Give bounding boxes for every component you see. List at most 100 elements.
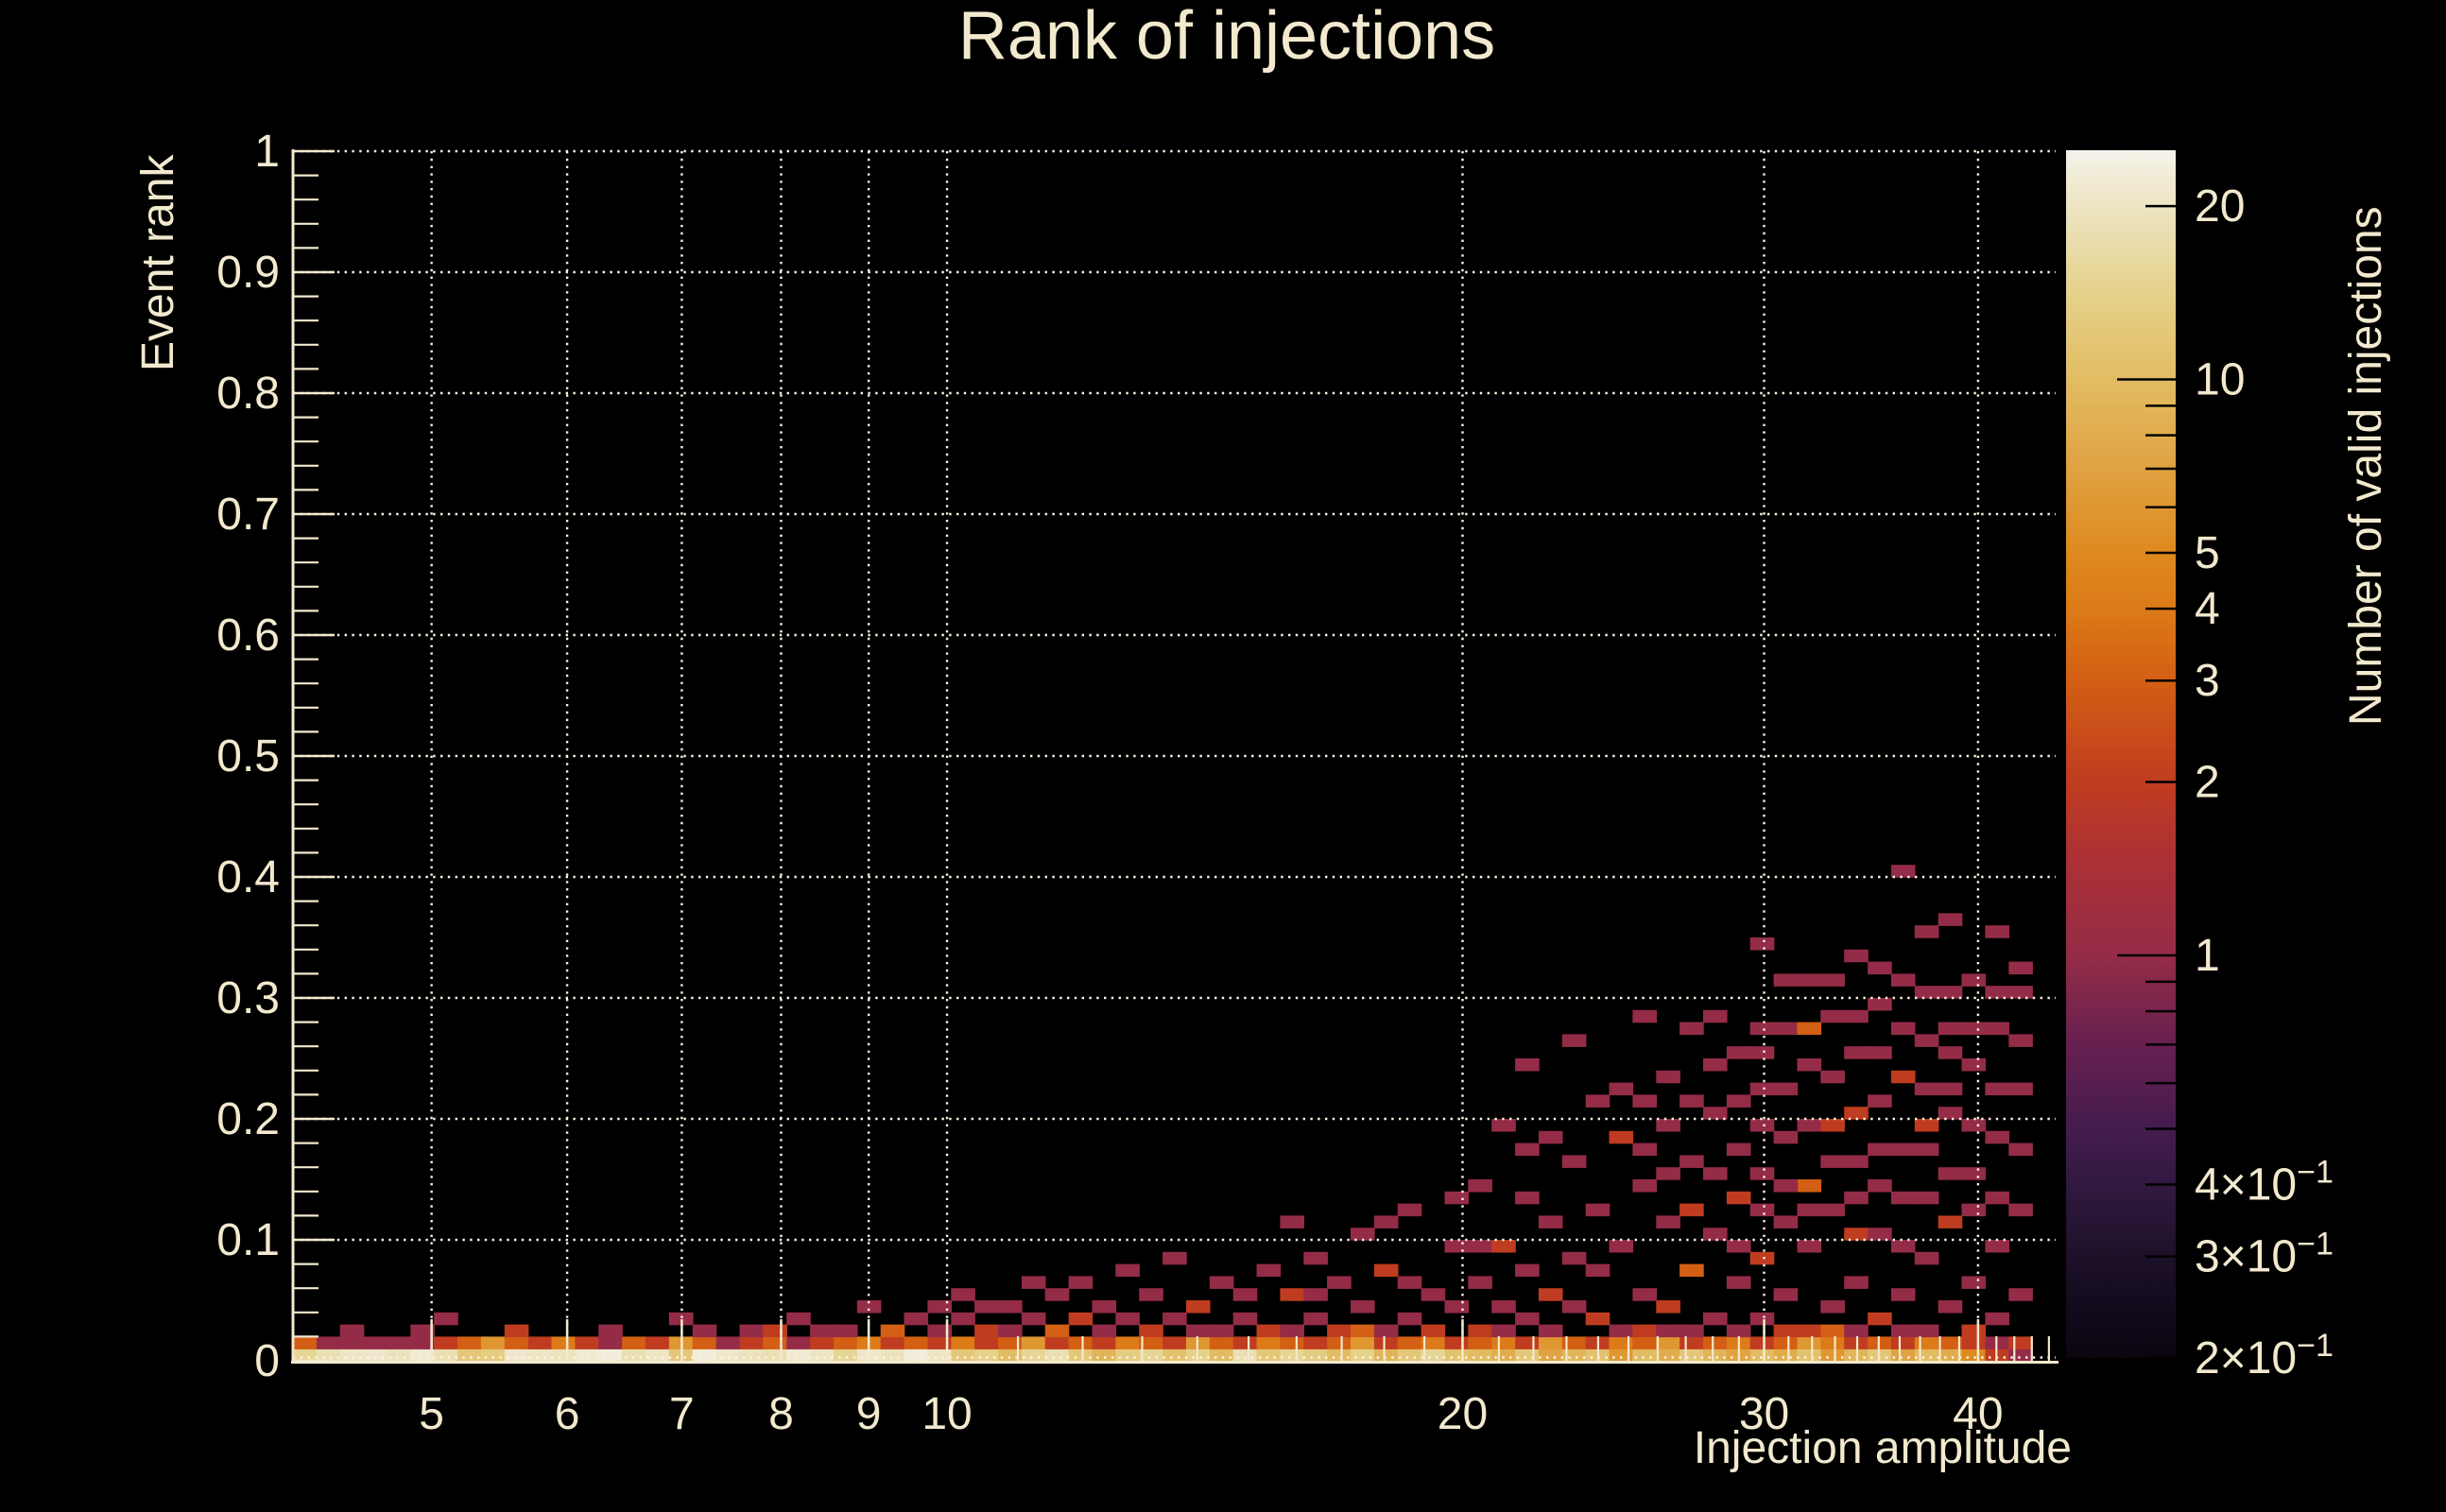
- y-tick-labels: 0 0.1 0.2 0.3 0.4 0.5 0.6 0.7 0.8 0.9 1: [216, 127, 280, 1386]
- heatmap-cell: [1421, 1349, 1446, 1362]
- colorbar-tick-label: 20: [2195, 181, 2245, 232]
- heatmap-cell: [1773, 1215, 1799, 1228]
- heatmap-cell: [1115, 1312, 1140, 1326]
- heatmap-cell: [739, 1349, 765, 1362]
- heatmap-cell: [1609, 1130, 1634, 1144]
- y-tick-label: 0.6: [216, 610, 280, 661]
- heatmap-cell: [1115, 1336, 1140, 1349]
- heatmap-cell: [692, 1336, 717, 1349]
- heatmap-cell: [1749, 1082, 1775, 1096]
- heatmap-cell: [339, 1336, 365, 1349]
- heatmap-cell: [1303, 1251, 1328, 1265]
- x-tick-label: 10: [922, 1389, 972, 1439]
- heatmap-cell: [1444, 1191, 1470, 1205]
- heatmap-cell: [1890, 865, 1916, 878]
- heatmap-cell: [1961, 1324, 1987, 1338]
- heatmap-cell: [363, 1336, 388, 1349]
- heatmap-cell: [1797, 1336, 1822, 1349]
- heatmap-cell: [1961, 1349, 1987, 1362]
- heatmap-cell: [1373, 1263, 1399, 1278]
- heatmap-cell: [1773, 1022, 1799, 1036]
- heatmap-cell: [1632, 1349, 1657, 1362]
- heatmap-cell: [786, 1312, 811, 1326]
- heatmap-cell: [410, 1336, 435, 1349]
- heatmap-cell: [1797, 1058, 1822, 1072]
- heatmap-cell: [622, 1336, 646, 1349]
- heatmap-cell: [1609, 1349, 1634, 1362]
- x-axis-title: Injection amplitude: [1694, 1423, 2072, 1473]
- heatmap-cell: [527, 1336, 553, 1349]
- y-tick-label: 0.1: [216, 1215, 280, 1265]
- heatmap-cell: [1749, 1349, 1775, 1362]
- heatmap-cell: [763, 1336, 787, 1349]
- heatmap-cell: [504, 1349, 529, 1362]
- heatmap-cell: [1679, 1336, 1704, 1349]
- heatmap-cell: [504, 1336, 529, 1349]
- heatmap-cell: [1961, 1276, 1987, 1289]
- heatmap-cell: [1679, 1022, 1704, 1036]
- heatmap-cell: [293, 1349, 318, 1362]
- gridlines-layer: [293, 149, 2056, 1361]
- heatmap-cell: [1468, 1336, 1492, 1349]
- heatmap-cell: [1163, 1312, 1187, 1326]
- y-tick-label: 0.2: [216, 1094, 280, 1144]
- heatmap-cell: [1068, 1336, 1094, 1349]
- heatmap-cell: [786, 1349, 811, 1362]
- heatmap-cell: [1632, 1288, 1657, 1301]
- heatmap-cell: [1139, 1336, 1163, 1349]
- heatmap-cell: [1797, 1203, 1822, 1217]
- heatmap-cell: [1021, 1349, 1046, 1362]
- heatmap-cell: [1938, 913, 1963, 926]
- heatmap-cell: [1515, 1143, 1540, 1157]
- heatmap-cell: [1139, 1288, 1163, 1301]
- heatmap-cell: [1373, 1324, 1399, 1338]
- heatmap-cell: [1656, 1300, 1680, 1314]
- y-axis-title: Event rank: [133, 154, 183, 371]
- heatmap-cell: [927, 1336, 952, 1349]
- heatmap-cell: [1232, 1312, 1258, 1326]
- heatmap-cell: [1890, 1336, 1916, 1349]
- x-tick-label: 30: [1739, 1389, 1789, 1439]
- heatmap-cell: [1609, 1324, 1634, 1338]
- heatmap-cell: [410, 1324, 435, 1338]
- y-tick-label: 0.9: [216, 248, 280, 298]
- heatmap-cell: [1632, 1179, 1657, 1193]
- heatmap-cell: [786, 1336, 811, 1349]
- heatmap-cell: [1185, 1300, 1211, 1314]
- heatmap-cell: [1749, 1251, 1775, 1265]
- heatmap-cell: [504, 1324, 529, 1338]
- heatmap-cell: [1914, 1349, 1939, 1362]
- heatmap-cell: [527, 1349, 553, 1362]
- heatmap-cell: [316, 1336, 341, 1349]
- colorbar-tick-label: 1: [2195, 931, 2220, 981]
- heatmap-cell: [1749, 1312, 1775, 1326]
- heatmap-cell: [2008, 961, 2033, 975]
- heatmap-cell: [1844, 1324, 1869, 1338]
- heatmap-cell: [1256, 1324, 1282, 1338]
- heatmap-cell: [1515, 1058, 1540, 1072]
- heatmap-cell: [1491, 1119, 1516, 1132]
- heatmap-cell: [1868, 1312, 1892, 1326]
- heatmap-cell: [1280, 1324, 1304, 1338]
- heatmap-cell: [1491, 1240, 1516, 1253]
- heatmap-cell: [739, 1324, 765, 1338]
- heatmap-cell: [1632, 1324, 1657, 1338]
- heatmap-cell: [974, 1324, 999, 1338]
- x-tick-label: 20: [1438, 1389, 1488, 1439]
- heatmap-cell: [1820, 1324, 1845, 1338]
- colorbar-tick-label: 10: [2195, 355, 2245, 405]
- heatmap-cell: [1585, 1203, 1611, 1217]
- heatmap-cell: [1021, 1336, 1046, 1349]
- heatmap-cell: [1703, 1058, 1728, 1072]
- heatmap-cell: [1256, 1336, 1282, 1349]
- heatmap-cell: [880, 1336, 905, 1349]
- heatmap-cell: [1515, 1312, 1540, 1326]
- heatmap-cell: [810, 1324, 835, 1338]
- heatmap-cell: [1890, 1240, 1916, 1253]
- heatmap-cell: [1491, 1349, 1516, 1362]
- heatmap-cell: [1656, 1324, 1680, 1338]
- heatmap-cell: [2008, 1336, 2033, 1349]
- heatmap-cell: [763, 1349, 787, 1362]
- heatmap-cell: [1961, 973, 1987, 987]
- x-tick-label: 5: [419, 1389, 444, 1439]
